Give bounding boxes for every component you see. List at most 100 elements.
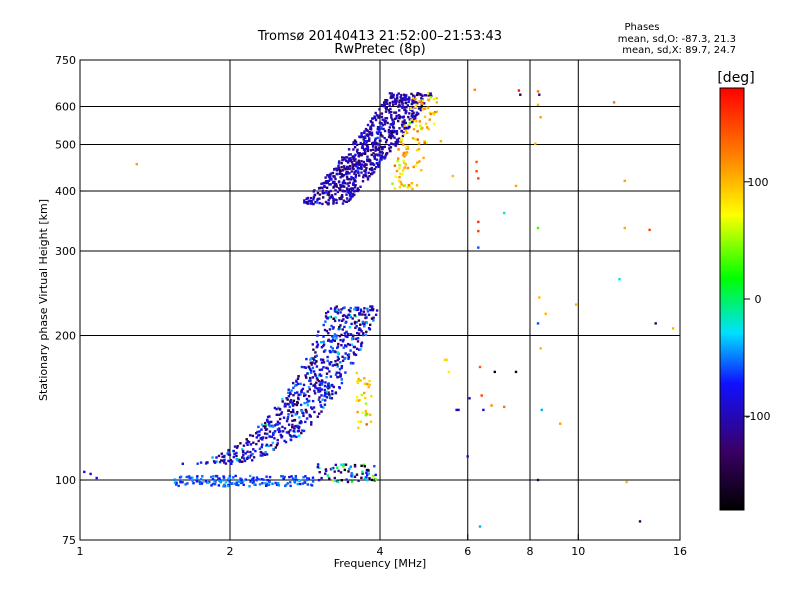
data-point (408, 96, 411, 99)
data-point (358, 135, 361, 138)
data-point (360, 330, 363, 333)
data-point (362, 310, 366, 313)
data-point (339, 471, 343, 474)
data-point (278, 407, 281, 411)
data-point (349, 187, 353, 190)
data-point (349, 465, 352, 468)
data-point (285, 397, 288, 400)
data-point (259, 450, 262, 454)
data-point (346, 335, 349, 339)
data-point (340, 463, 343, 466)
data-point (320, 182, 323, 185)
data-point (423, 141, 426, 145)
data-point (350, 161, 354, 164)
data-point (280, 412, 283, 416)
data-point (325, 366, 328, 369)
data-point (383, 129, 387, 133)
data-point (204, 480, 208, 483)
data-point (277, 484, 280, 487)
data-point (371, 172, 374, 175)
data-point (198, 480, 201, 484)
data-point (406, 104, 409, 107)
data-point (302, 412, 305, 415)
data-point (339, 184, 342, 187)
data-point (390, 92, 393, 95)
data-point (341, 355, 344, 358)
data-point (296, 482, 299, 486)
data-point (405, 106, 408, 109)
data-point (290, 389, 293, 392)
data-point (264, 482, 267, 485)
data-point (292, 394, 295, 397)
data-point (377, 164, 380, 167)
data-point (371, 162, 374, 165)
data-point (330, 335, 334, 338)
data-point (268, 475, 272, 479)
data-point (324, 320, 327, 323)
data-point (404, 95, 408, 98)
data-point (428, 118, 431, 121)
data-point (344, 321, 347, 324)
data-point (325, 390, 329, 393)
data-point (232, 476, 235, 479)
data-point (397, 157, 400, 160)
data-point (355, 396, 359, 399)
x-axis-ticks: 1 2 4 6 8 10 16 (77, 534, 687, 558)
data-point (381, 151, 384, 155)
data-point (341, 328, 344, 331)
data-point (299, 482, 302, 486)
data-point (393, 98, 397, 101)
data-point (293, 403, 296, 406)
data-point (384, 156, 387, 159)
data-point (324, 315, 328, 318)
data-point (283, 405, 287, 408)
data-point (366, 149, 370, 153)
data-point (359, 163, 363, 167)
data-point (299, 403, 303, 407)
data-point (538, 93, 541, 96)
data-point (352, 351, 355, 354)
y-tick-label: 750 (55, 54, 76, 67)
data-point (281, 475, 284, 478)
data-point (391, 100, 394, 104)
data-point (371, 169, 374, 172)
data-point (395, 99, 398, 103)
data-point (350, 474, 353, 477)
data-point (334, 198, 337, 201)
data-point (671, 327, 675, 330)
data-point (318, 383, 321, 386)
data-point (403, 161, 406, 164)
data-point (623, 179, 626, 183)
data-point (363, 391, 366, 395)
data-point (343, 314, 346, 317)
data-point (334, 316, 337, 319)
data-point (413, 119, 416, 123)
data-point (342, 346, 345, 349)
data-point (379, 156, 382, 159)
data-point (372, 319, 375, 322)
data-point (315, 377, 319, 380)
data-point (273, 424, 277, 427)
data-point (291, 426, 294, 429)
data-point (264, 428, 268, 431)
data-point (360, 344, 363, 348)
data-point (306, 200, 309, 203)
data-point (359, 348, 362, 351)
data-point (349, 333, 353, 336)
data-point (227, 450, 230, 454)
data-point (294, 477, 298, 480)
gridlines (80, 60, 680, 540)
data-point (338, 171, 342, 174)
data-point (328, 349, 331, 353)
data-point (338, 371, 341, 374)
data-point (291, 423, 294, 427)
data-point (288, 391, 292, 394)
data-point (477, 220, 480, 224)
data-point (404, 163, 407, 166)
data-point (417, 107, 421, 110)
data-point (402, 131, 405, 134)
data-point (289, 400, 292, 403)
data-point (390, 131, 394, 134)
data-point (322, 196, 325, 199)
data-point (618, 278, 621, 281)
